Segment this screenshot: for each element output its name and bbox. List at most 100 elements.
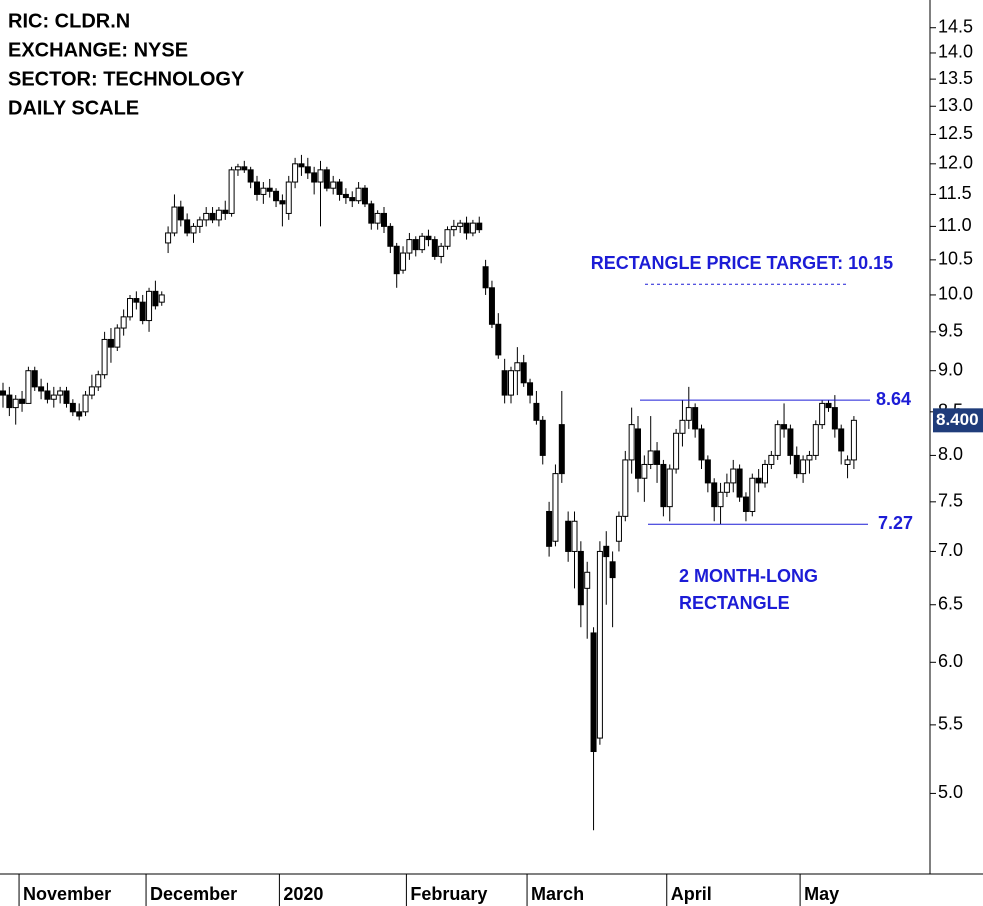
candle-body [57, 390, 64, 396]
x-tick-label: April [671, 884, 712, 904]
candle-body [273, 190, 280, 202]
x-tick-label: May [804, 884, 839, 904]
candle-body [800, 459, 807, 475]
candle-body [25, 370, 32, 404]
candle-body [711, 482, 718, 508]
candle-body [38, 386, 45, 392]
candle-body [196, 219, 203, 227]
y-tick-label: 11.5 [938, 183, 972, 203]
y-tick-label: 6.5 [938, 593, 963, 613]
candle-body [355, 187, 362, 202]
candle-body [336, 181, 343, 195]
candle-body [654, 450, 661, 465]
candle-body [647, 450, 654, 465]
candle-body [831, 407, 838, 430]
candle-body [298, 163, 305, 168]
candle-body [285, 181, 292, 214]
candle-body [806, 454, 813, 461]
x-tick-label: 2020 [283, 884, 323, 904]
candle-body [520, 362, 527, 384]
candle-body [533, 402, 540, 421]
candle-body [539, 419, 546, 456]
y-tick-label: 13.0 [938, 95, 973, 115]
y-tick-label: 6.0 [938, 651, 963, 671]
y-tick-label: 8.0 [938, 444, 963, 464]
candle-body [838, 428, 845, 452]
candle-body [158, 294, 165, 303]
candle-body [419, 235, 426, 251]
candle-body [698, 428, 705, 461]
candle-body [203, 212, 210, 221]
candle-body [527, 382, 534, 396]
candle-body [279, 200, 286, 205]
candle-body [774, 424, 781, 456]
candle-body [495, 323, 502, 356]
candle-body [552, 473, 559, 542]
candle-body [82, 394, 89, 413]
candle-body [787, 428, 794, 456]
y-tick-label: 7.0 [938, 540, 963, 560]
candle-body [254, 181, 260, 195]
candle-body [381, 212, 387, 227]
candle-body [622, 459, 629, 517]
candle-body [234, 166, 241, 171]
candle-body [266, 187, 273, 192]
candle-body [215, 209, 222, 221]
candle-body [717, 491, 724, 508]
candle-body [260, 187, 267, 195]
support-label: 7.27 [878, 513, 913, 533]
candle-body [171, 206, 178, 234]
candle-body [209, 212, 216, 221]
candle-body [406, 239, 413, 254]
candle-body [152, 290, 159, 307]
candle-body [165, 232, 172, 244]
y-tick-label: 13.5 [938, 68, 973, 88]
candle-body [139, 301, 146, 322]
candle-body [514, 362, 521, 372]
candle-body [812, 424, 819, 456]
candle-body [590, 632, 597, 753]
candle-body [781, 424, 788, 430]
candle-body [450, 225, 457, 231]
candle-body [323, 169, 330, 189]
y-tick-label: 14.5 [938, 16, 973, 36]
candle-body [673, 432, 680, 470]
candle-body [457, 222, 464, 227]
candle-body [692, 407, 699, 430]
candle-body [571, 520, 578, 552]
x-tick-label: December [150, 884, 237, 904]
candle-body [577, 550, 584, 606]
candle-body [95, 374, 102, 388]
candle-body [184, 219, 191, 234]
candle-body [241, 166, 248, 171]
y-tick-label: 12.5 [938, 123, 973, 143]
info-line: SECTOR: TECHNOLOGY [8, 68, 245, 90]
candle-body [762, 463, 768, 484]
candle-body [292, 163, 299, 183]
candle-body [349, 197, 356, 202]
candle-body [63, 390, 70, 404]
candle-body [133, 298, 140, 303]
candle-body [31, 370, 38, 388]
candle-body [374, 212, 381, 224]
candle-body [584, 571, 591, 589]
candle-body [0, 390, 6, 396]
candle-body [311, 172, 318, 183]
candle-body [819, 402, 826, 426]
x-tick-label: November [23, 884, 111, 904]
candle-body [469, 222, 476, 234]
y-tick-label: 10.0 [938, 284, 973, 304]
candle-body [69, 402, 76, 413]
candle-body [742, 496, 749, 512]
candle-body [615, 515, 622, 542]
candle-body [736, 468, 743, 498]
candle-body [44, 390, 51, 400]
candle-body [120, 316, 127, 329]
candle-body [12, 398, 19, 409]
candle-body [723, 482, 730, 493]
candle-body [127, 298, 133, 318]
candle-body [558, 424, 565, 475]
y-tick-label: 5.5 [938, 714, 963, 734]
y-tick-label: 9.5 [938, 321, 963, 341]
